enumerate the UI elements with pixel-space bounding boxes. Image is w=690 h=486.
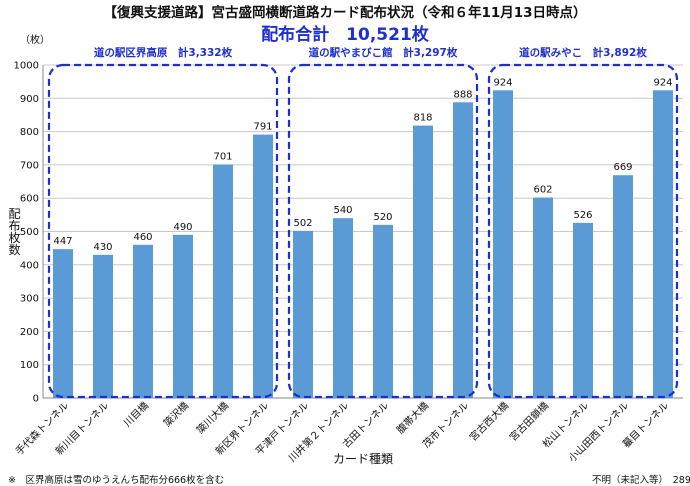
chart-title: 【復興支援道路】宮古盛岡横断道路カード配布状況（令和６年11月13日時点）	[103, 5, 587, 21]
y-tick-label: 0	[33, 394, 39, 405]
bar-value-label: 818	[413, 113, 432, 124]
x-axis-title: カード種類	[333, 452, 393, 466]
group-box	[487, 63, 679, 399]
bar	[533, 197, 553, 398]
bar-value-label: 701	[213, 152, 232, 163]
distribution-total: 配布合計 10,521枚	[261, 25, 429, 45]
y-tick-label: 300	[20, 294, 39, 305]
bar	[253, 134, 273, 399]
bar-value-label: 490	[173, 222, 192, 233]
bar-value-label: 669	[613, 162, 632, 173]
bar	[173, 234, 193, 398]
y-tick-label: 500	[20, 227, 39, 238]
y-tick-label: 600	[20, 194, 39, 205]
bar-value-label: 430	[93, 242, 112, 253]
bar	[373, 224, 393, 398]
bar-value-label: 526	[573, 210, 592, 221]
y-tick-label: 1000	[14, 61, 39, 72]
bar	[293, 230, 313, 398]
bar-value-label: 888	[453, 89, 472, 100]
bar-value-label: 602	[533, 185, 552, 196]
bar	[613, 175, 633, 398]
group-label: 道の駅区界高原 計3,332枚	[94, 46, 233, 59]
bar	[493, 90, 513, 399]
y-tick-label: 400	[20, 260, 39, 271]
bar-value-label: 520	[373, 212, 392, 223]
bar	[93, 254, 113, 398]
y-unit-label: （枚）	[20, 33, 50, 46]
bar-value-label: 460	[133, 232, 152, 243]
group-box	[287, 63, 479, 399]
unknown-count: 不明（未記入等） 289枚	[592, 475, 690, 486]
x-category-label: 宮古田鎖橋	[507, 399, 552, 444]
y-tick-label: 100	[20, 360, 39, 371]
bar-value-label: 791	[253, 122, 272, 133]
y-tick-label: 200	[20, 327, 39, 338]
group-box	[47, 63, 279, 399]
bar	[53, 249, 73, 398]
x-category-label: 宮古西大橋	[467, 399, 512, 444]
bar	[133, 244, 153, 398]
y-tick-label: 700	[20, 160, 39, 171]
bar	[453, 102, 473, 399]
x-category-label: 腹帯大橋	[394, 399, 431, 436]
bar-value-label: 540	[333, 205, 352, 216]
bar	[573, 222, 593, 398]
x-category-label: 簗沢橋	[161, 399, 191, 429]
x-category-label: 川目橋	[121, 399, 151, 429]
bar-value-label: 924	[493, 77, 512, 88]
bar-value-label: 924	[653, 77, 672, 88]
bar	[413, 125, 433, 398]
footnote: ※ 区界高原は雪のゆうえんち配布分666枚を含む	[8, 475, 225, 486]
y-axis-title: 配布枚数	[7, 207, 21, 256]
y-tick-label: 900	[20, 94, 39, 105]
bar	[213, 164, 233, 398]
group-label: 道の駅みやこ 計3,892枚	[519, 46, 647, 59]
group-label: 道の駅やまびこ館 計3,297枚	[309, 46, 458, 59]
y-tick-label: 800	[20, 127, 39, 138]
bar-value-label: 447	[53, 236, 72, 247]
bar	[333, 218, 353, 398]
bar	[653, 90, 673, 399]
bar-value-label: 502	[293, 218, 312, 229]
x-category-label: 簗川大橋	[194, 399, 231, 436]
